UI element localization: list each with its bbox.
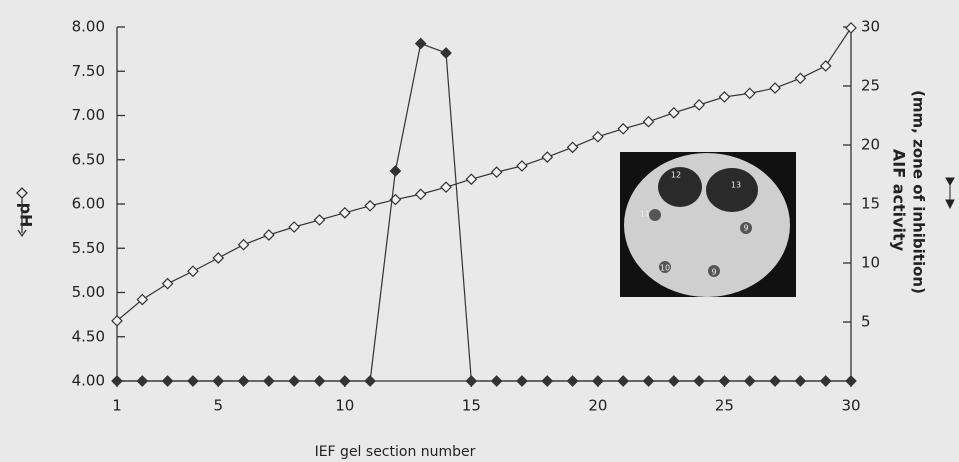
- inset-label: 12: [671, 171, 681, 180]
- inset-label: 13: [731, 181, 741, 190]
- y-tick-label: 5.00: [72, 283, 105, 301]
- x-tick-label: 15: [462, 397, 481, 415]
- inset-label: 9: [743, 224, 748, 233]
- y-axis-title: pH: [17, 203, 36, 228]
- y-tick-label: 4.50: [72, 327, 105, 345]
- y-tick-label: 8.00: [72, 18, 105, 36]
- y2-tick-label: 5: [861, 313, 871, 331]
- y2-tick-label: 15: [861, 195, 880, 213]
- x-tick-label: 25: [715, 397, 734, 415]
- chart: IEF gel section number pH AIF activity (…: [0, 0, 959, 462]
- y2-axis-subtitle: (mm, zone of inhibition): [910, 90, 928, 294]
- inset-photo: [620, 152, 796, 297]
- y-tick-label: 7.50: [72, 62, 105, 80]
- y-tick-label: 7.00: [72, 106, 105, 124]
- y2-tick-label: 20: [861, 136, 880, 154]
- x-tick-label: 5: [213, 397, 223, 415]
- background: [0, 0, 959, 462]
- y2-tick-label: 25: [861, 77, 880, 95]
- x-axis-title: IEF gel section number: [315, 444, 476, 460]
- x-tick-label: 20: [588, 397, 607, 415]
- y-tick-label: 5.50: [72, 239, 105, 257]
- inset-label: 10: [660, 264, 670, 273]
- inset-label: 11: [640, 210, 650, 219]
- y-tick-label: 6.00: [72, 195, 105, 213]
- inset-label: 9: [711, 268, 716, 277]
- x-tick-label: 10: [335, 397, 354, 415]
- y-tick-label: 4.00: [72, 372, 105, 390]
- y2-tick-label: 10: [861, 254, 880, 272]
- y-tick-label: 6.50: [72, 150, 105, 168]
- x-tick-label: 30: [841, 397, 860, 415]
- y2-axis-title: AIF activity: [890, 149, 909, 252]
- x-tick-label: 1: [112, 397, 122, 415]
- y2-tick-label: 30: [861, 18, 880, 36]
